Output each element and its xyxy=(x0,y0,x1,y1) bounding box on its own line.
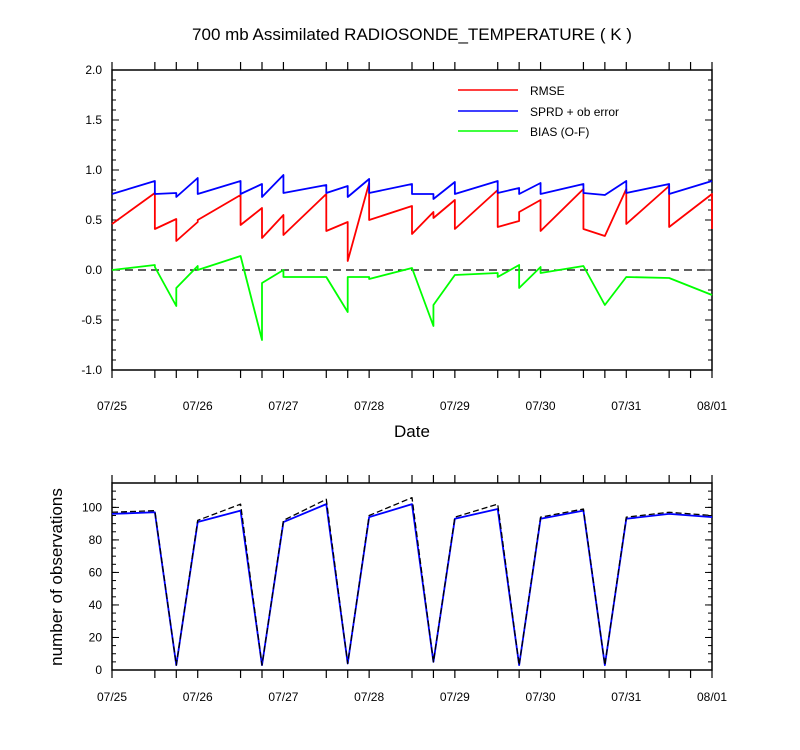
y-tick-label: -1.0 xyxy=(81,363,102,377)
top-panel: 700 mb Assimilated RADIOSONDE_TEMPERATUR… xyxy=(81,25,727,441)
x-tick-label: 07/26 xyxy=(183,399,213,413)
series-line-assimilated xyxy=(111,503,713,667)
chart-title: 700 mb Assimilated RADIOSONDE_TEMPERATUR… xyxy=(192,25,632,44)
x-tick-label: 07/29 xyxy=(440,690,470,704)
x-tick-label: 07/27 xyxy=(268,399,298,413)
x-tick-label: 07/29 xyxy=(440,399,470,413)
y-tick-label: 1.5 xyxy=(85,113,102,127)
x-tick-label: 07/27 xyxy=(268,690,298,704)
series-line-rmse xyxy=(111,182,713,262)
series-line-possible xyxy=(111,496,713,666)
x-tick-label: 07/25 xyxy=(97,399,127,413)
series-line-bias-o-f xyxy=(111,255,713,341)
y-tick-label: 0.0 xyxy=(85,263,102,277)
x-tick-label: 07/25 xyxy=(97,690,127,704)
y-tick-label: 0 xyxy=(95,663,102,677)
legend-label-bias: BIAS (O-F) xyxy=(530,125,589,139)
y-tick-label: 2.0 xyxy=(85,63,102,77)
y-tick-label: -0.5 xyxy=(81,313,102,327)
y-axis-label-observations: number of observations xyxy=(47,488,66,666)
y-tick-label: 20 xyxy=(89,630,103,644)
y-tick-label: 40 xyxy=(89,598,103,612)
bottom-panel: 100 80 60 40 20 0 07/25 07/26 07/27 07/28 07/29 07… xyxy=(47,475,727,704)
x-tick-label: 07/30 xyxy=(526,690,556,704)
series-line-sprd-ob-error xyxy=(111,174,713,200)
x-tick-label: 07/26 xyxy=(183,690,213,704)
x-tick-label: 08/01 xyxy=(697,690,727,704)
x-tick-label: 07/28 xyxy=(354,399,384,413)
y-tick-label: 60 xyxy=(89,565,103,579)
legend-label-rmse: RMSE xyxy=(530,84,565,98)
y-tick-label: 100 xyxy=(82,500,102,514)
y-tick-label: 1.0 xyxy=(85,163,102,177)
x-axis-label: Date xyxy=(394,422,430,441)
legend-label-sprd: SPRD + ob error xyxy=(530,105,619,119)
bottom-plot-frame xyxy=(111,482,713,671)
y-tick-label: 80 xyxy=(89,533,103,547)
x-tick-label: 07/31 xyxy=(611,399,641,413)
x-tick-label: 07/30 xyxy=(526,399,556,413)
x-tick-label: 07/31 xyxy=(611,690,641,704)
y-tick-label: 0.5 xyxy=(85,213,102,227)
x-tick-label: 07/28 xyxy=(354,690,384,704)
x-tick-label: 08/01 xyxy=(697,399,727,413)
legend: RMSE SPRD + ob error BIAS (O-F) xyxy=(458,84,619,139)
